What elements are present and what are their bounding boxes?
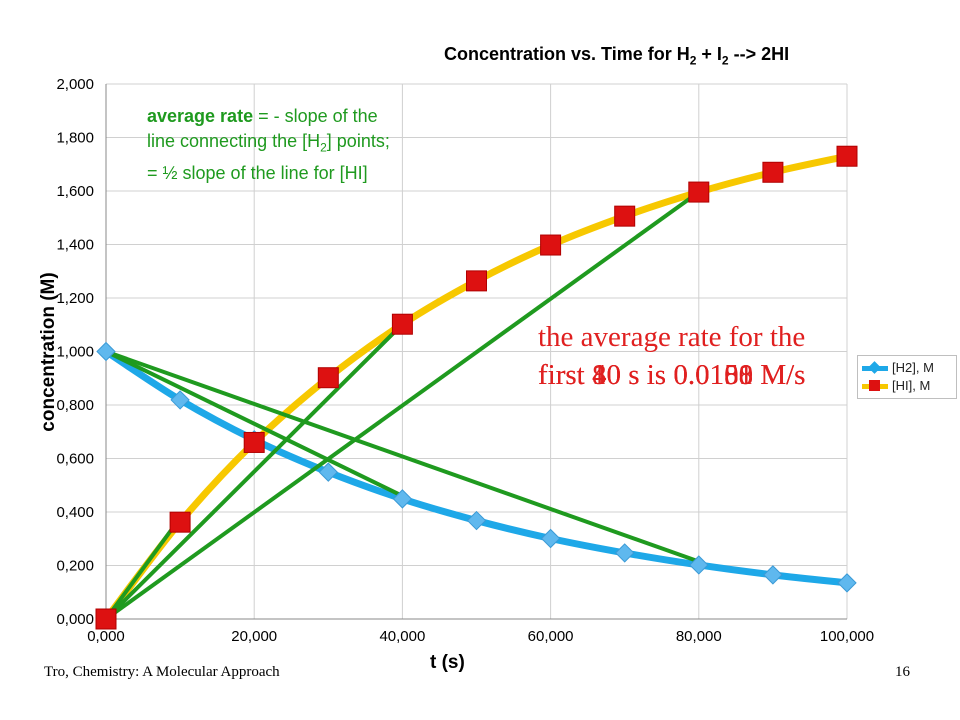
x-tick-label: 0,000: [87, 628, 125, 645]
data-point-hi: [317, 367, 339, 389]
data-point-h2: [763, 565, 783, 585]
data-point-hi: [540, 234, 562, 256]
series-markers: [95, 145, 858, 630]
x-tick-label: 60,000: [528, 628, 574, 645]
data-point-hi: [243, 431, 265, 453]
x-tick-label: 100,000: [820, 628, 874, 645]
rate-line-2: first 10 s is 0.0181 M/s first 40 s is 0…: [538, 356, 805, 394]
data-point-hi: [762, 161, 784, 183]
slope-line: [104, 190, 700, 621]
legend-label-hi: [HI], M: [892, 378, 931, 393]
y-tick-label: 0,200: [56, 558, 94, 575]
y-tick-label: 1,800: [56, 130, 94, 147]
x-tick-label: 80,000: [676, 628, 722, 645]
chart-title: Concentration vs. Time for H2 + I2 --> 2…: [444, 44, 790, 68]
y-tick-label: 1,200: [56, 290, 94, 307]
average-rate-annotation: average rate = - slope of the line conne…: [147, 106, 390, 183]
data-point-h2: [614, 543, 635, 563]
slope-line: [104, 322, 404, 621]
legend-diamond-icon: [868, 361, 881, 374]
y-tick-label: 1,400: [56, 237, 94, 254]
legend-label-h2: [H2], M: [892, 360, 934, 375]
y-tick-label: 1,600: [56, 183, 94, 200]
rate-line-2-40s: first 40 s is 0.0150 M/s: [538, 359, 806, 391]
data-point-h2: [466, 510, 487, 531]
legend: [H2], M [HI], M: [857, 355, 957, 399]
data-point-hi: [614, 205, 636, 227]
y-tick-label: 0,000: [56, 611, 94, 628]
data-point-hi: [466, 270, 487, 292]
footer-source: Tro, Chemistry: A Molecular Approach: [44, 664, 280, 680]
legend-square-icon: [869, 380, 880, 391]
data-point-h2: [540, 528, 561, 549]
y-tick-label: 1,000: [56, 344, 94, 361]
data-point-h2: [689, 555, 709, 575]
data-point-hi: [169, 511, 191, 533]
data-point-hi: [836, 145, 858, 167]
rate-line-2-80s: first 80 s is 0.0108 M/s: [538, 359, 806, 391]
page-number: 16: [895, 664, 910, 680]
slope-lines: [104, 190, 700, 621]
y-tick-label: 0,600: [56, 451, 94, 468]
data-point-hi: [95, 608, 117, 630]
data-point-h2: [96, 341, 116, 362]
tick-labels: 0,000 0,200 0,400 0,600 0,800 1,000 1,200 1,400…: [56, 76, 874, 645]
slope-line: [105, 349, 700, 564]
legend-item-hi: [HI], M: [858, 377, 956, 395]
data-point-h2: [170, 390, 190, 410]
y-tick-label: 2,000: [56, 76, 94, 93]
rate-line-2-10s: first 10 s is 0.0181 M/s: [538, 359, 806, 391]
x-axis-label: t (s): [430, 652, 465, 673]
data-point-h2: [318, 462, 339, 482]
y-tick-label: 0,400: [56, 504, 94, 521]
data-point-h2: [837, 573, 857, 593]
average-rate-text: the average rate for the first 10 s is 0…: [538, 318, 805, 394]
x-tick-label: 40,000: [379, 628, 425, 645]
y-tick-label: 0,800: [56, 397, 94, 414]
legend-item-h2: [H2], M: [858, 359, 956, 377]
slope-line: [104, 516, 182, 621]
x-tick-label: 20,000: [231, 628, 277, 645]
y-axis-label: concentration (M): [38, 272, 59, 432]
data-point-hi: [688, 181, 710, 203]
slope-line: [105, 349, 404, 498]
rate-line-1: the average rate for the: [538, 321, 806, 353]
data-point-hi: [391, 313, 413, 335]
data-point-h2: [392, 489, 413, 509]
